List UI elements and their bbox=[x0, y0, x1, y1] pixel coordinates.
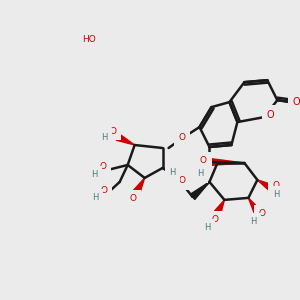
Text: O: O bbox=[273, 182, 280, 190]
Polygon shape bbox=[248, 198, 260, 214]
Text: H: H bbox=[101, 133, 108, 142]
Text: O: O bbox=[109, 127, 116, 136]
Polygon shape bbox=[209, 158, 244, 166]
Polygon shape bbox=[116, 134, 135, 145]
Text: O: O bbox=[200, 157, 207, 166]
Polygon shape bbox=[214, 200, 224, 214]
Text: H: H bbox=[197, 169, 204, 178]
Text: O: O bbox=[99, 163, 106, 172]
Text: O: O bbox=[292, 97, 300, 107]
Text: H: H bbox=[93, 194, 99, 202]
Text: H: H bbox=[204, 223, 211, 232]
Text: H: H bbox=[273, 190, 280, 200]
Text: O: O bbox=[178, 176, 185, 185]
Polygon shape bbox=[134, 178, 145, 194]
Polygon shape bbox=[257, 180, 273, 191]
Text: H: H bbox=[250, 217, 256, 226]
Text: HO: HO bbox=[82, 35, 95, 44]
Text: H: H bbox=[92, 170, 98, 179]
Text: O: O bbox=[129, 194, 136, 203]
Text: O: O bbox=[266, 110, 274, 120]
Text: O: O bbox=[259, 209, 266, 218]
Text: O: O bbox=[178, 133, 185, 142]
Text: H: H bbox=[169, 168, 176, 177]
Text: O: O bbox=[100, 186, 107, 195]
Polygon shape bbox=[190, 182, 209, 200]
Text: O: O bbox=[212, 215, 219, 224]
